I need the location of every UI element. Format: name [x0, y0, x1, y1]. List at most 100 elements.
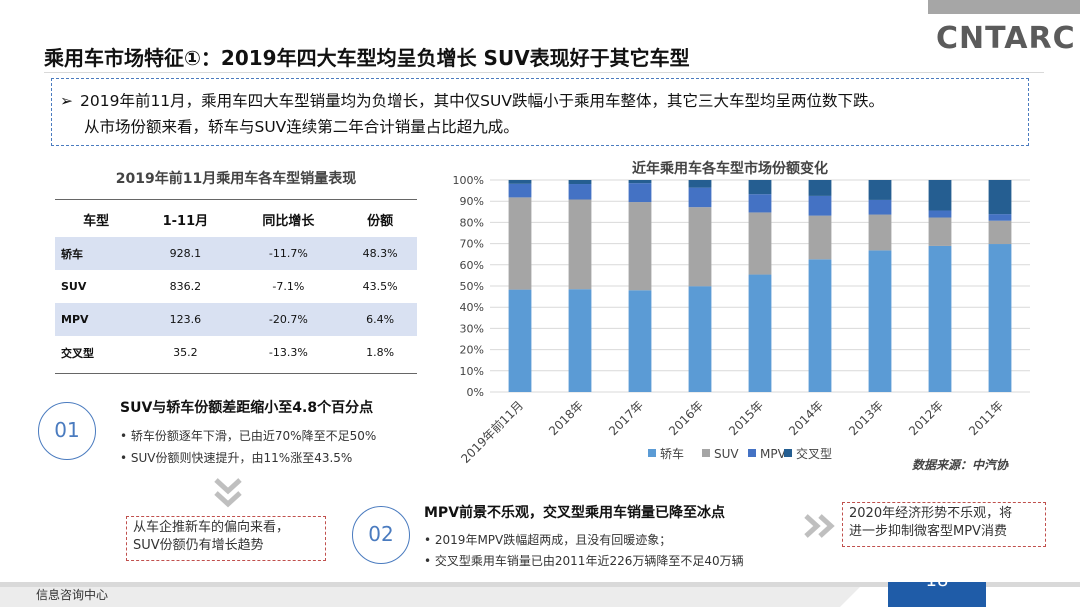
cell: 123.6: [137, 303, 234, 336]
bar-segment: [928, 180, 952, 211]
bar-segment: [628, 202, 652, 291]
bar-segment: [988, 180, 1012, 215]
bar-segment: [628, 290, 652, 392]
note-box-2: 2020年经济形势不乐观，将 进一步抑制微客型MPV消费: [842, 502, 1046, 547]
bar-segment: [568, 289, 592, 392]
table-row: SUV 836.2 -7.1% 43.5%: [55, 270, 417, 303]
bar-segment: [508, 289, 532, 392]
legend-swatch: [748, 449, 756, 457]
x-tick-label: 2017年: [606, 398, 646, 438]
y-tick-label: 100%: [453, 174, 484, 187]
page-number: 18: [925, 570, 949, 591]
legend-swatch: [702, 449, 710, 457]
summary-box: ➢ 2019年前11月，乘用车四大车型销量均为负增长，其中仅SUV跌幅小于乘用车整…: [51, 78, 1029, 146]
cell: SUV: [61, 280, 87, 293]
cell: 交叉型: [61, 346, 94, 360]
section-02-bullet: • 2019年MPV跌幅超两成，且没有回暖迹象；: [424, 533, 672, 547]
bar-segment: [928, 217, 952, 246]
cell: 48.3%: [343, 237, 417, 270]
summary-line-2: 从市场份额来看，轿车与SUV连续第二年合计销量占比超九成。: [84, 118, 519, 136]
bar-segment: [868, 214, 892, 251]
y-tick-label: 10%: [460, 365, 484, 378]
bar-segment: [508, 197, 532, 290]
x-tick-label: 2013年: [846, 398, 886, 438]
bar-segment: [508, 183, 532, 198]
x-tick-label: 2019年前11月: [458, 398, 526, 466]
y-tick-label: 50%: [460, 280, 484, 293]
x-tick-label: 2015年: [726, 398, 766, 438]
y-tick-label: 60%: [460, 259, 484, 272]
section-01-bullet: • 轿车份额逐年下滑，已由近70%降至不足50%: [120, 429, 377, 443]
cell: -7.1%: [272, 280, 305, 293]
market-share-chart: 0% 10% 20% 30% 40% 50% 60% 70% 80% 90% 100% 2019年前1…: [453, 174, 1030, 466]
y-tick-label: 20%: [460, 344, 484, 357]
bar-segment: [808, 195, 832, 216]
col-header: 车型: [83, 214, 110, 229]
chevron-right-icon: [804, 514, 835, 538]
legend-label: SUV: [714, 447, 739, 461]
cell: 836.2: [169, 280, 202, 293]
y-tick-label: 0%: [467, 386, 484, 399]
table-row: 轿车 928.1 -11.7% 48.3%: [55, 237, 417, 270]
legend-swatch: [784, 449, 792, 457]
footer-bar: [0, 582, 1080, 607]
bar-segment: [868, 199, 892, 215]
section-01-title: SUV与轿车份额差距缩小至4.8个百分点: [120, 400, 374, 416]
bar-segment: [868, 180, 892, 200]
table-bottom-rule: [55, 373, 417, 374]
table-row: MPV 123.6 -20.7% 6.4%: [55, 303, 417, 336]
bar-segment: [688, 180, 712, 188]
chart-title: 近年乘用车各车型市场份额变化: [632, 161, 828, 177]
table-top-rule: [55, 199, 417, 200]
note-box-1: 从车企推新车的偏向来看， SUV份额仍有增长趋势: [126, 516, 326, 561]
bar-segment: [748, 212, 772, 275]
bar-segment: [568, 180, 592, 185]
col-header: 份额: [367, 214, 394, 229]
legend-label: MPV: [760, 447, 787, 461]
bar-segment: [688, 286, 712, 392]
table-title: 2019年前11月乘用车各车型销量表现: [115, 171, 357, 187]
bar-segment: [628, 183, 652, 203]
bar-segment: [808, 180, 832, 196]
bar-segment: [808, 259, 832, 392]
section-02-title: MPV前景不乐观，交叉型乘用车销量已降至冰点: [424, 505, 726, 521]
y-tick-label: 70%: [460, 238, 484, 251]
bar-segment: [748, 180, 772, 195]
cell: -20.7%: [233, 303, 344, 336]
table-row: 交叉型 35.2 -13.3% 1.8%: [55, 336, 417, 369]
cell: MPV: [55, 303, 138, 336]
sales-table: 车型 1-11月 同比增长 份额 轿车 928.1 -11.7% 48.3% S…: [55, 202, 417, 369]
bar-segment: [628, 180, 652, 184]
legend-label: 轿车: [660, 446, 684, 461]
page-title: 乘用车市场特征①：2019年四大车型均呈负增长 SUV表现好于其它车型: [44, 46, 690, 70]
bar-segment: [868, 250, 892, 392]
col-header: 1-11月: [162, 214, 209, 229]
cell: -13.3%: [268, 346, 308, 359]
y-tick-label: 80%: [460, 216, 484, 229]
y-tick-label: 90%: [460, 195, 484, 208]
y-tick-label: 40%: [460, 301, 484, 314]
chevron-down-icon: [214, 478, 242, 508]
y-tick-label: 30%: [460, 322, 484, 335]
cntarc-logo: CNTARC: [936, 21, 1076, 56]
bar-segment: [808, 215, 832, 260]
bar-segment: [688, 187, 712, 208]
arrow-bullet-icon: ➢: [60, 92, 73, 110]
bar-segment: [568, 199, 592, 290]
bar-segment: [748, 274, 772, 392]
bar-segment: [928, 210, 952, 218]
cell: 35.2: [173, 346, 198, 359]
summary-line-1: ➢ 2019年前11月，乘用车四大车型销量均为负增长，其中仅SUV跌幅小于乘用车整…: [60, 89, 884, 114]
bar-segment: [568, 184, 592, 200]
cell: 1.8%: [366, 346, 395, 359]
legend-label: 交叉型: [796, 446, 832, 461]
x-tick-label: 2012年: [906, 398, 946, 438]
bar-segment: [988, 244, 1012, 392]
cell: 6.4%: [343, 303, 417, 336]
legend-swatch: [648, 449, 656, 457]
col-header: 同比增长: [262, 214, 315, 229]
cell: -11.7%: [233, 237, 344, 270]
section-02-bullet: • 交叉型乘用车销量已由2011年近226万辆降至不足40万辆: [424, 554, 744, 568]
x-tick-label: 2018年: [546, 398, 586, 438]
bar-segment: [748, 194, 772, 213]
